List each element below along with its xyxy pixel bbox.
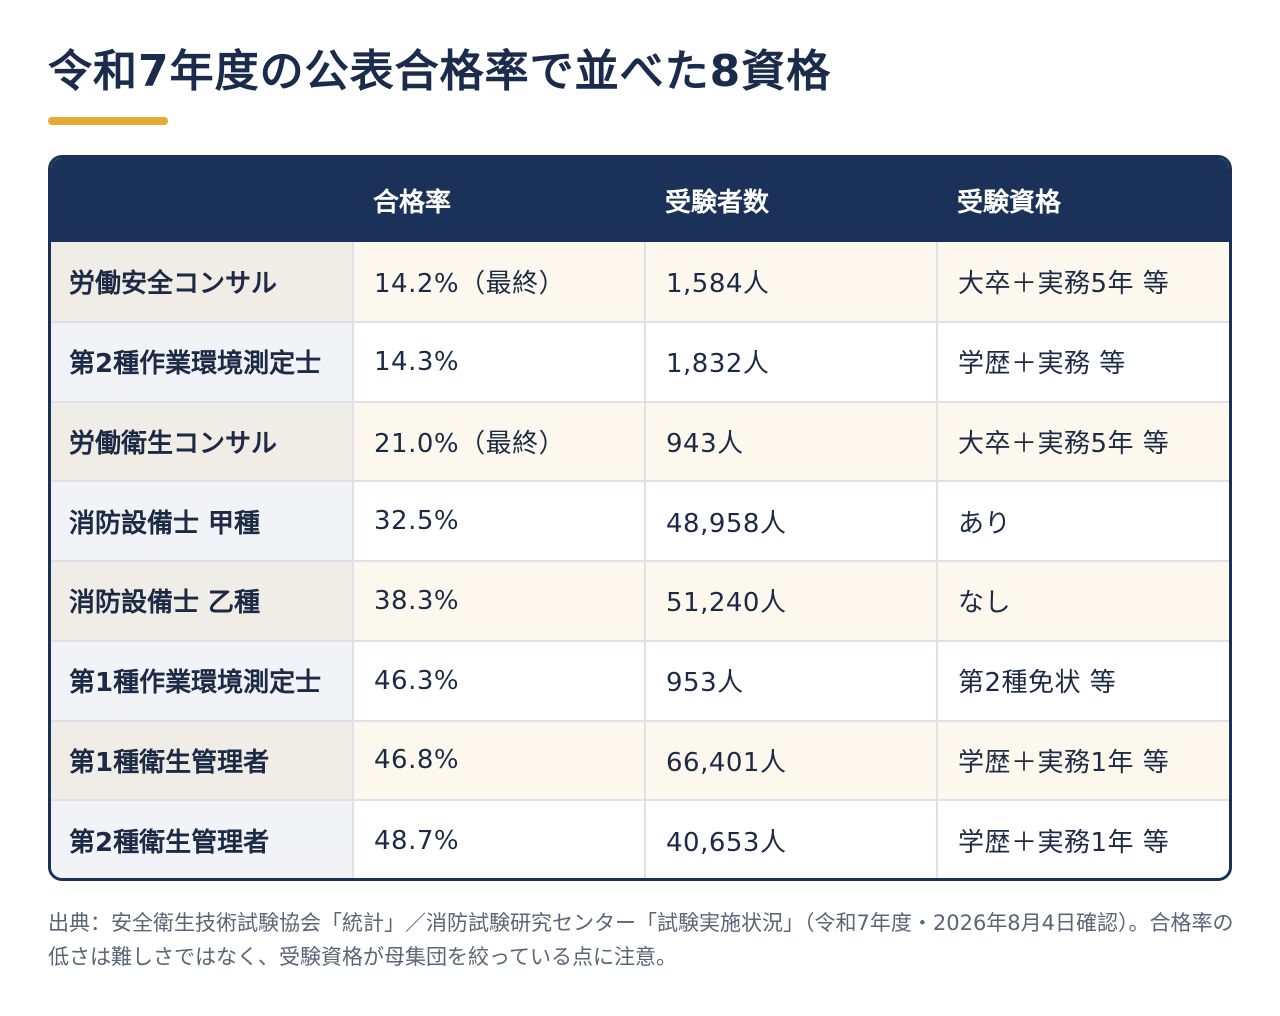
table-body: 労働安全コンサル 14.2%（最終） 1,584人 大卒＋実務5年 等 第2種作… bbox=[51, 242, 1229, 878]
table-header: 合格率 受験者数 受験資格 bbox=[51, 158, 1229, 242]
comparison-table-container: 合格率 受験者数 受験資格 労働安全コンサル 14.2%（最終） 1,584人 … bbox=[48, 155, 1232, 881]
eligibility-cell: 大卒＋実務5年 等 bbox=[937, 401, 1229, 483]
applicants-cell: 51,240人 bbox=[645, 561, 938, 642]
pass-rate-cell: 48.7% bbox=[353, 800, 646, 878]
table-row: 消防設備士 乙種 38.3% 51,240人 なし bbox=[51, 561, 1229, 642]
pass-rate-cell: 46.8% bbox=[353, 720, 646, 802]
table-row: 第2種作業環境測定士 14.3% 1,832人 学歴＋実務 等 bbox=[51, 321, 1229, 403]
pass-rate-cell: 32.5% bbox=[353, 481, 646, 562]
pass-rate-cell: 14.3% bbox=[353, 321, 646, 403]
qualification-name: 第1種作業環境測定士 bbox=[51, 640, 354, 722]
table-row: 第1種衛生管理者 46.8% 66,401人 学歴＋実務1年 等 bbox=[51, 720, 1229, 802]
pass-rate-cell: 38.3% bbox=[353, 561, 646, 642]
table-row: 労働衛生コンサル 21.0%（最終） 943人 大卒＋実務5年 等 bbox=[51, 401, 1229, 483]
applicants-cell: 66,401人 bbox=[645, 720, 938, 802]
eligibility-cell: 学歴＋実務 等 bbox=[937, 321, 1229, 403]
applicants-cell: 1,832人 bbox=[645, 321, 938, 403]
applicants-cell: 40,653人 bbox=[645, 800, 938, 878]
page-title: 令和7年度の公表合格率で並べた8資格 bbox=[48, 46, 832, 97]
table-header-row: 合格率 受験者数 受験資格 bbox=[51, 158, 1229, 242]
applicants-cell: 1,584人 bbox=[645, 242, 938, 323]
table-row: 消防設備士 甲種 32.5% 48,958人 あり bbox=[51, 481, 1229, 562]
column-header-eligibility: 受験資格 bbox=[937, 158, 1229, 242]
eligibility-cell: 大卒＋実務5年 等 bbox=[937, 242, 1229, 323]
eligibility-cell: 学歴＋実務1年 等 bbox=[937, 720, 1229, 802]
qualification-name: 労働安全コンサル bbox=[51, 242, 354, 323]
pass-rate-cell: 14.2%（最終） bbox=[353, 242, 646, 323]
qualification-name: 消防設備士 乙種 bbox=[51, 561, 354, 642]
pass-rate-cell: 46.3% bbox=[353, 640, 646, 722]
qualification-name: 労働衛生コンサル bbox=[51, 401, 354, 483]
qualification-name: 第2種作業環境測定士 bbox=[51, 321, 354, 403]
pass-rate-cell: 21.0%（最終） bbox=[353, 401, 646, 483]
eligibility-cell: なし bbox=[937, 561, 1229, 642]
eligibility-cell: あり bbox=[937, 481, 1229, 562]
applicants-cell: 943人 bbox=[645, 401, 938, 483]
column-header-name bbox=[51, 158, 353, 242]
table-row: 第2種衛生管理者 48.7% 40,653人 学歴＋実務1年 等 bbox=[51, 800, 1229, 878]
comparison-table: 合格率 受験者数 受験資格 労働安全コンサル 14.2%（最終） 1,584人 … bbox=[51, 158, 1229, 878]
applicants-cell: 953人 bbox=[645, 640, 938, 722]
column-header-applicants: 受験者数 bbox=[645, 158, 937, 242]
eligibility-cell: 第2種免状 等 bbox=[937, 640, 1229, 722]
title-accent-bar bbox=[48, 117, 168, 125]
qualification-name: 第1種衛生管理者 bbox=[51, 720, 354, 802]
source-footnote: 出典：安全衛生技術試験協会「統計」／消防試験研究センター「試験実施状況」（令和7… bbox=[48, 911, 1234, 969]
eligibility-cell: 学歴＋実務1年 等 bbox=[937, 800, 1229, 878]
column-header-pass-rate: 合格率 bbox=[353, 158, 645, 242]
qualification-name: 消防設備士 甲種 bbox=[51, 481, 354, 562]
qualification-name: 第2種衛生管理者 bbox=[51, 800, 354, 878]
applicants-cell: 48,958人 bbox=[645, 481, 938, 562]
table-row: 労働安全コンサル 14.2%（最終） 1,584人 大卒＋実務5年 等 bbox=[51, 242, 1229, 323]
table-row: 第1種作業環境測定士 46.3% 953人 第2種免状 等 bbox=[51, 640, 1229, 722]
